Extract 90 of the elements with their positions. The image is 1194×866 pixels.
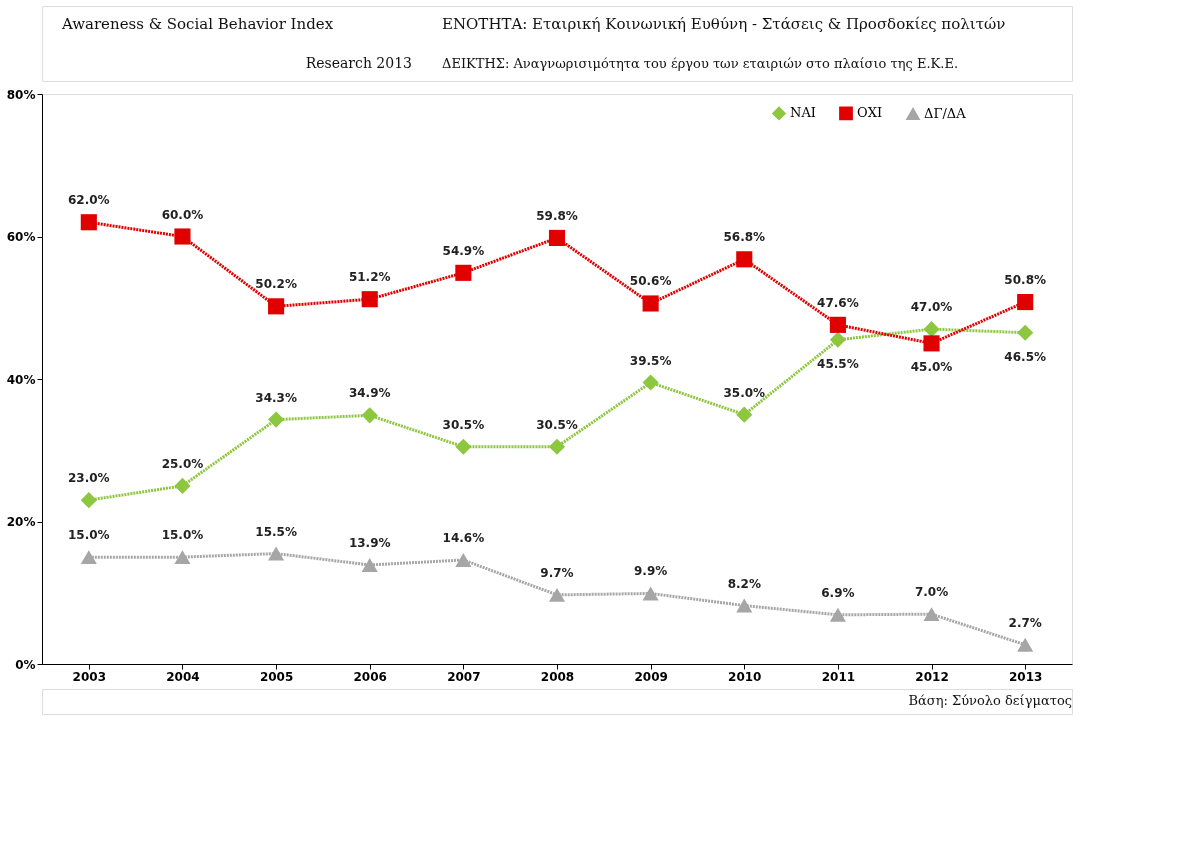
data-label: 6.9% <box>821 585 855 600</box>
data-label: 9.9% <box>634 564 668 579</box>
data-label: 51.2% <box>348 270 391 285</box>
data-label: 45.5% <box>817 356 859 371</box>
data-label: 7.0% <box>914 585 949 600</box>
data-label: 60.0% <box>161 207 204 222</box>
data-label: 15.0% <box>68 528 110 543</box>
point <box>455 264 472 281</box>
point <box>923 335 940 352</box>
point <box>829 607 846 622</box>
point <box>642 586 659 601</box>
point <box>829 316 846 333</box>
point <box>174 550 191 565</box>
data-label: 34.3% <box>255 390 297 405</box>
point <box>361 557 378 572</box>
chart-subtitle: ΔΕΙΚΤΗΣ: Αναγνωρισιμότητα του έργου των εταιριών στο πλαίσιο της Ε.Κ.Ε. <box>442 56 959 71</box>
data-label: 47.0% <box>910 300 953 315</box>
y-tick-label: 40% <box>6 372 36 387</box>
data-label: 30.5% <box>442 417 485 432</box>
x-tick-label: 2010 <box>728 669 762 684</box>
point <box>642 374 659 391</box>
data-label: 15.0% <box>161 528 204 543</box>
text: Research 2013 <box>305 55 412 71</box>
data-label: 59.8% <box>536 208 578 223</box>
y-tick-label: 80% <box>6 87 36 102</box>
data-label: 8.2% <box>727 576 761 591</box>
data-label: 50.8% <box>1004 273 1046 288</box>
data-label: 2.7% <box>1008 615 1042 630</box>
point <box>736 406 753 423</box>
point <box>361 291 378 308</box>
legend-label: ΟΧΙ <box>857 105 883 121</box>
point <box>1017 637 1034 652</box>
x-tick-label: 2004 <box>166 669 200 684</box>
data-label: 23.0% <box>68 471 110 486</box>
point <box>268 546 285 561</box>
data-label: 50.6% <box>629 274 672 289</box>
point <box>1017 324 1034 341</box>
point <box>455 552 472 567</box>
point <box>80 492 97 509</box>
point <box>642 295 659 312</box>
data-label: 14.6% <box>442 530 485 545</box>
point <box>829 331 846 348</box>
data-label: 13.9% <box>348 535 391 550</box>
legend-label: ΔΓ/ΔΑ <box>924 105 967 121</box>
x-tick-label: 2005 <box>259 669 294 684</box>
data-label: 45.0% <box>910 360 953 375</box>
point <box>174 228 191 245</box>
text: Awareness & Social Behavior Index <box>61 15 334 33</box>
point <box>548 229 566 246</box>
x-tick-label: 2008 <box>540 669 575 684</box>
data-label: 39.5% <box>629 353 672 368</box>
point <box>174 477 191 494</box>
x-tick-label: 2009 <box>634 669 668 684</box>
point <box>361 407 378 424</box>
data-label: 62.0% <box>68 193 110 208</box>
point <box>1017 293 1034 311</box>
y-tick-label: 60% <box>6 230 36 244</box>
data-label: 54.9% <box>442 243 485 258</box>
y-tick-label: 20% <box>6 515 36 529</box>
text: Βάση: Σύνολο δείγματος <box>908 693 1072 708</box>
chart-title: ΕΝΟΤΗΤΑ: Εταιρική Κοινωνική Ευθύνη - Στάσεις & Προσδοκίες πολιτών <box>442 15 1006 33</box>
data-label: 34.9% <box>348 386 391 401</box>
point <box>736 598 753 613</box>
point <box>455 438 472 455</box>
data-label: 9.7% <box>540 565 574 580</box>
x-tick-label: 2012 <box>915 669 949 684</box>
data-label: 46.5% <box>1004 349 1046 364</box>
x-tick-label: 2003 <box>72 669 107 684</box>
data-label: 50.2% <box>255 277 297 292</box>
x-tick-label: 2006 <box>353 669 387 684</box>
y-tick-label: 0% <box>15 657 36 672</box>
point <box>548 438 566 455</box>
data-label: 15.5% <box>255 524 297 539</box>
x-tick-label: 2007 <box>447 669 481 684</box>
point <box>80 550 97 565</box>
data-label: 35.0% <box>723 385 766 400</box>
data-label: 25.0% <box>161 456 204 471</box>
point <box>268 298 285 315</box>
point <box>268 411 285 428</box>
legend-label: ΝΑΙ <box>790 105 816 121</box>
point <box>548 587 566 602</box>
data-label: 30.5% <box>536 417 578 432</box>
point <box>80 214 97 231</box>
point <box>923 607 940 622</box>
point <box>923 321 940 338</box>
x-tick-label: 2011 <box>821 669 856 684</box>
x-tick-label: 2013 <box>1008 669 1043 684</box>
point <box>736 251 753 268</box>
data-label: 47.6% <box>817 295 859 310</box>
data-label: 56.8% <box>723 230 766 245</box>
